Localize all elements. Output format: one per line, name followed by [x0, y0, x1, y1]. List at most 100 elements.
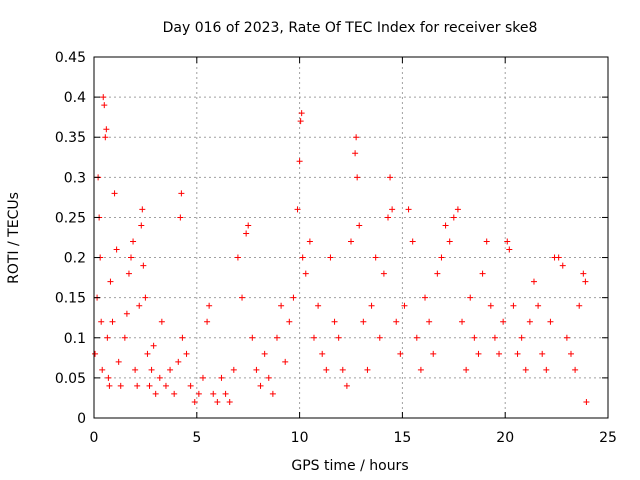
- data-point: [142, 294, 149, 301]
- data-point: [98, 318, 105, 325]
- data-point: [214, 398, 221, 405]
- x-tick-label: 0: [90, 430, 99, 446]
- data-point: [479, 270, 486, 277]
- data-point: [535, 302, 542, 309]
- data-point: [199, 374, 206, 381]
- data-point: [467, 294, 474, 301]
- y-tick-label: 0.45: [55, 50, 86, 66]
- x-axis-label: GPS time / hours: [291, 458, 408, 474]
- data-point: [162, 382, 169, 389]
- data-point: [117, 382, 124, 389]
- data-point: [261, 350, 268, 357]
- data-point: [230, 366, 237, 373]
- data-point: [273, 334, 280, 341]
- data-point: [109, 318, 116, 325]
- data-point: [506, 246, 513, 253]
- data-point: [539, 350, 546, 357]
- data-point: [514, 350, 521, 357]
- data-point: [148, 366, 155, 373]
- data-point: [463, 366, 470, 373]
- data-point: [245, 222, 252, 229]
- data-point: [156, 374, 163, 381]
- data-point: [132, 366, 139, 373]
- y-axis-label: ROTI / TECUs: [6, 192, 22, 284]
- data-point: [401, 302, 408, 309]
- data-point: [496, 350, 503, 357]
- data-point: [471, 334, 478, 341]
- data-point: [409, 238, 416, 245]
- data-point: [140, 262, 147, 269]
- data-point: [178, 190, 185, 197]
- data-point: [372, 254, 379, 261]
- data-point: [302, 270, 309, 277]
- data-point: [128, 254, 135, 261]
- data-point: [380, 270, 387, 277]
- data-point: [187, 382, 194, 389]
- data-point: [518, 334, 525, 341]
- data-point: [567, 350, 574, 357]
- data-point: [253, 366, 260, 373]
- data-point: [249, 334, 256, 341]
- tick-labels: 0 5 10 15 20 25 0 0.05 0.1 0.15 0.2 0.25 0.3 0.35 0.4 0…: [55, 50, 617, 446]
- data-point: [387, 174, 394, 181]
- data-point: [92, 350, 99, 357]
- data-point: [339, 366, 346, 373]
- data-point: [294, 206, 301, 213]
- data-point: [191, 398, 198, 405]
- data-point: [139, 206, 146, 213]
- y-tick-label: 0.4: [64, 90, 86, 106]
- data-point: [422, 294, 429, 301]
- data-point: [572, 366, 579, 373]
- data-point: [580, 270, 587, 277]
- data-point: [286, 318, 293, 325]
- data-point: [136, 302, 143, 309]
- data-point: [530, 278, 537, 285]
- data-point: [368, 302, 375, 309]
- chart-title: Day 016 of 2023, Rate Of TEC Index for r…: [163, 20, 538, 36]
- data-point: [177, 214, 184, 221]
- data-point: [450, 214, 457, 221]
- data-point: [150, 342, 157, 349]
- data-point: [222, 390, 229, 397]
- data-point: [138, 222, 145, 229]
- data-point: [195, 390, 202, 397]
- data-point: [226, 398, 233, 405]
- data-point: [555, 254, 562, 261]
- data-point: [306, 238, 313, 245]
- plot-frame: [93, 56, 609, 419]
- data-point: [583, 398, 590, 405]
- data-point: [269, 390, 276, 397]
- data-point: [239, 294, 246, 301]
- data-point: [234, 254, 241, 261]
- data-point: [559, 262, 566, 269]
- data-point: [576, 302, 583, 309]
- data-point: [323, 366, 330, 373]
- data-point: [430, 350, 437, 357]
- data-point: [101, 102, 108, 109]
- data-point: [500, 318, 507, 325]
- data-point: [115, 358, 122, 365]
- data-point: [158, 318, 165, 325]
- data-point: [144, 350, 151, 357]
- data-point: [343, 382, 350, 389]
- data-point: [167, 366, 174, 373]
- data-point: [175, 358, 182, 365]
- data-point: [183, 350, 190, 357]
- data-point: [438, 254, 445, 261]
- data-point: [103, 126, 110, 133]
- data-point: [543, 366, 550, 373]
- data-point: [353, 134, 360, 141]
- data-point: [113, 246, 120, 253]
- data-point: [315, 302, 322, 309]
- data-point: [397, 350, 404, 357]
- axis-ticks: [93, 56, 609, 419]
- data-point: [459, 318, 466, 325]
- data-point: [130, 238, 137, 245]
- data-point: [393, 318, 400, 325]
- data-point: [171, 390, 178, 397]
- data-points: [92, 94, 590, 405]
- y-tick-label: 0.35: [55, 130, 86, 146]
- data-point: [522, 366, 529, 373]
- data-point: [331, 318, 338, 325]
